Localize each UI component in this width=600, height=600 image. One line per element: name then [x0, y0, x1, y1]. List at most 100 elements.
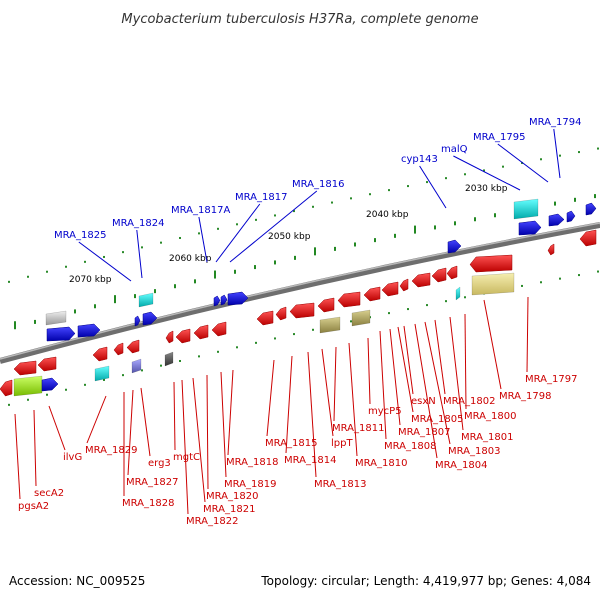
- gene-label-mra-1818: MRA_1818: [226, 457, 278, 468]
- minor-tick: [434, 225, 436, 230]
- reverse-gene-arrow: [363, 286, 381, 302]
- minor-tick: [34, 319, 36, 324]
- genome-stats-text: Topology: circular; Length: 4,419,977 bp…: [260, 574, 591, 588]
- forward-gene-arrow: [46, 326, 76, 342]
- outer-dot: [217, 227, 219, 230]
- outer-dot: [388, 189, 390, 192]
- inner-dot: [521, 284, 523, 287]
- outer-dot: [198, 232, 200, 235]
- inner-dot: [8, 403, 10, 406]
- reverse-gene-arrow: [275, 306, 287, 321]
- red-leader-line: [526, 296, 529, 373]
- red-leader-line: [348, 342, 358, 457]
- gene-label-ilvg: ilvG: [63, 452, 82, 463]
- inner-dot: [103, 378, 105, 381]
- minor-tick: [94, 304, 96, 309]
- red-leader-line: [33, 409, 37, 487]
- gene-label-lppt: lppT: [331, 438, 353, 449]
- outer-dot: [464, 173, 466, 176]
- minor-tick: [354, 242, 356, 247]
- outer-dot: [8, 280, 10, 283]
- gene-label-mra-1814: MRA_1814: [284, 455, 336, 466]
- red-leader-line: [424, 321, 451, 445]
- red-leader-line: [285, 355, 293, 454]
- red-leader-line: [434, 319, 446, 395]
- reverse-gene-arrow: [211, 321, 227, 337]
- outer-dot: [331, 201, 333, 204]
- major-tick: [414, 225, 416, 234]
- gene-label-mra-1805: MRA_1805: [411, 414, 463, 425]
- outer-dot: [369, 193, 371, 196]
- gene-label-seca2: secA2: [34, 488, 64, 499]
- inner-dot: [350, 320, 352, 323]
- inner-dot: [65, 388, 67, 391]
- gene-label-mra-1816: MRA_1816: [292, 179, 344, 190]
- red-leader-line: [140, 387, 151, 457]
- gene-label-malq: malQ: [441, 144, 468, 155]
- reverse-gene-arrow: [579, 229, 597, 247]
- minor-tick: [554, 201, 556, 206]
- scale-label: 2060 kbp: [169, 254, 212, 264]
- gene-label-mra-1797: MRA_1797: [525, 374, 577, 385]
- major-tick: [214, 270, 216, 279]
- minor-tick: [174, 284, 176, 289]
- inner-dot: [597, 270, 599, 273]
- red-leader-line: [379, 330, 387, 440]
- outer-dot: [502, 165, 504, 168]
- outer-dot: [122, 251, 124, 254]
- outer-dot: [46, 270, 48, 273]
- outer-dot: [559, 154, 561, 157]
- red-leader-line: [173, 381, 176, 451]
- red-leader-line: [397, 326, 414, 413]
- inner-dot: [445, 300, 447, 303]
- blue-leader-line: [215, 203, 261, 263]
- red-leader-line: [367, 337, 371, 405]
- outer-dot: [540, 158, 542, 161]
- gene-label-mra-1798: MRA_1798: [499, 391, 551, 402]
- forward-gene-arrow: [566, 210, 576, 223]
- gene-label-mra-1794: MRA_1794: [529, 117, 581, 128]
- gene-label-mra-1817a: MRA_1817A: [171, 205, 230, 216]
- gene-label-esxn: esxN: [411, 396, 436, 407]
- outer-dot: [65, 265, 67, 268]
- outer-dot: [483, 169, 485, 172]
- tan-feature-box: [351, 309, 371, 327]
- gene-label-mra-1829: MRA_1829: [85, 445, 137, 456]
- reverse-gene-arrow: [92, 346, 108, 362]
- reverse-gene-arrow: [0, 379, 13, 397]
- red-leader-line: [227, 369, 234, 456]
- gene-label-mra-1819: MRA_1819: [224, 479, 276, 490]
- scale-label: 2040 kbp: [366, 210, 409, 220]
- red-leader-line: [483, 299, 502, 390]
- gene-label-mra-1820: MRA_1820: [206, 491, 258, 502]
- inner-dot: [274, 337, 276, 340]
- major-tick: [14, 321, 16, 330]
- gene-label-mra-1824: MRA_1824: [112, 218, 164, 229]
- forward-gene-arrow: [585, 202, 597, 216]
- gene-label-cyp143: cyp143: [401, 154, 438, 165]
- cyan-feature-box: [513, 198, 539, 220]
- scale-labels: 2030 kbp 2040 kbp 2050 kbp 2060 kbp 2070 kbp: [69, 184, 508, 285]
- forward-gene-arrow: [41, 377, 59, 392]
- scale-label: 2030 kbp: [465, 184, 508, 194]
- outer-dot: [274, 214, 276, 217]
- scale-label: 2050 kbp: [268, 232, 311, 242]
- reverse-gene-arrow: [399, 278, 409, 292]
- red-leader-line: [266, 359, 275, 437]
- inner-dot: [388, 312, 390, 315]
- outer-dot: [236, 223, 238, 226]
- outer-dot: [255, 218, 257, 221]
- outer-dot: [84, 260, 86, 263]
- genome-backbone: [0, 222, 600, 364]
- gene-label-mra-1802: MRA_1802: [443, 396, 495, 407]
- minor-tick: [234, 269, 236, 274]
- inner-dot: [27, 398, 29, 401]
- grey-feature-box: [45, 310, 67, 326]
- outer-dot: [312, 205, 314, 208]
- gene-label-mra-1815: MRA_1815: [265, 438, 317, 449]
- minor-tick: [274, 260, 276, 265]
- reverse-gene-arrow: [446, 265, 458, 280]
- minor-tick: [374, 238, 376, 243]
- reverse-gene-arrow: [289, 302, 315, 319]
